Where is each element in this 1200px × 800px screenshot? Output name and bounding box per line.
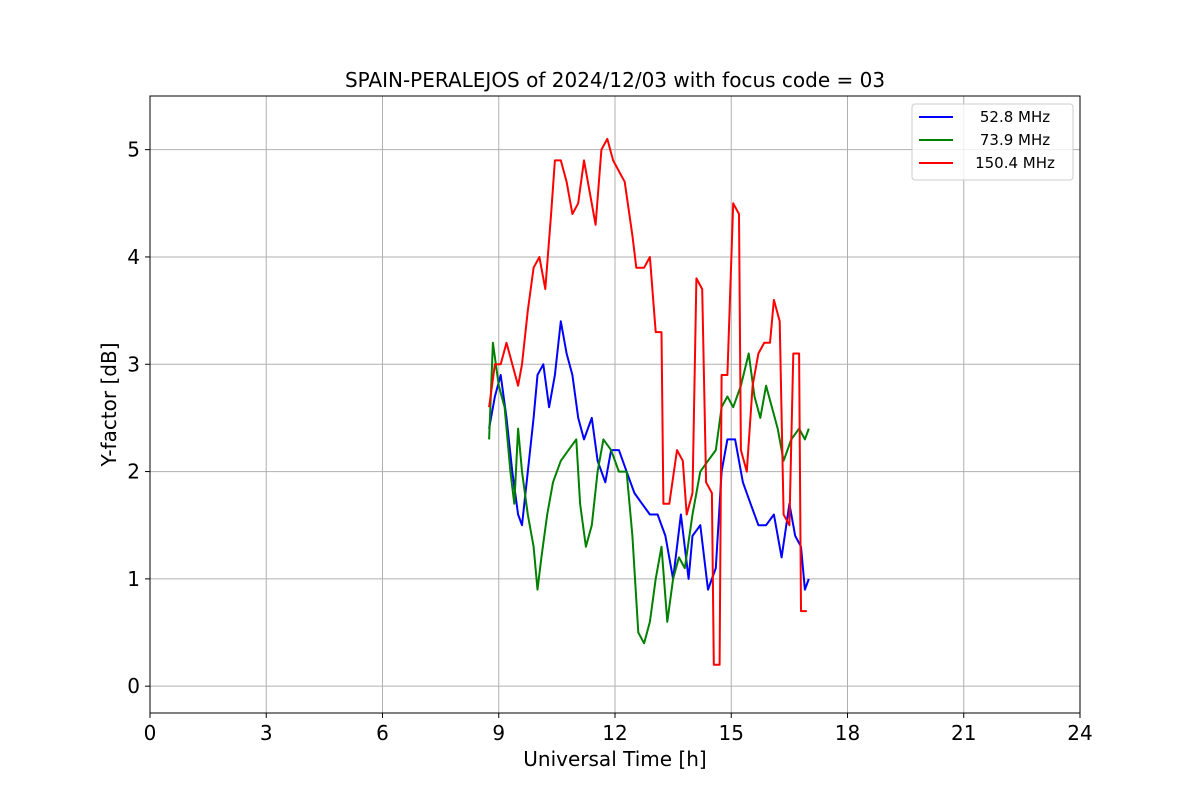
legend-label: 150.4 MHz: [975, 154, 1055, 172]
x-tick-label: 12: [602, 721, 627, 745]
x-tick-label: 0: [144, 721, 157, 745]
y-tick-label: 0: [127, 674, 140, 698]
x-tick-label: 21: [951, 721, 976, 745]
y-axis-label: Y-factor [dB]: [97, 342, 121, 467]
x-axis: 0 3 6 9 12 15 18 21 24: [144, 713, 1093, 745]
y-tick-label: 1: [127, 567, 140, 591]
x-tick-label: 9: [492, 721, 505, 745]
legend-label: 73.9 MHz: [980, 131, 1050, 149]
legend-box: [911, 103, 1074, 181]
series-line-2: [488, 341, 810, 645]
series-line-1: [488, 320, 810, 591]
y-tick-label: 2: [127, 460, 140, 484]
x-axis-label: Universal Time [h]: [523, 747, 706, 771]
y-axis: 0 1 2 3 4 5: [127, 138, 150, 698]
y-tick-label: 4: [127, 245, 140, 269]
x-tick-label: 15: [719, 721, 744, 745]
chart-title: SPAIN-PERALEJOS of 2024/12/03 with focus…: [345, 68, 885, 92]
x-tick-label: 18: [835, 721, 860, 745]
grid: [149, 96, 1081, 713]
legend: 52.8 MHz 73.9 MHz 150.4 MHz: [911, 103, 1074, 181]
x-tick-label: 24: [1067, 721, 1092, 745]
y-tick-label: 3: [127, 352, 140, 376]
x-tick-label: 3: [260, 721, 273, 745]
y-tick-label: 5: [127, 138, 140, 162]
series-group: [488, 137, 810, 666]
x-tick-label: 6: [376, 721, 389, 745]
legend-label: 52.8 MHz: [980, 108, 1050, 126]
series-line-3: [488, 137, 807, 666]
